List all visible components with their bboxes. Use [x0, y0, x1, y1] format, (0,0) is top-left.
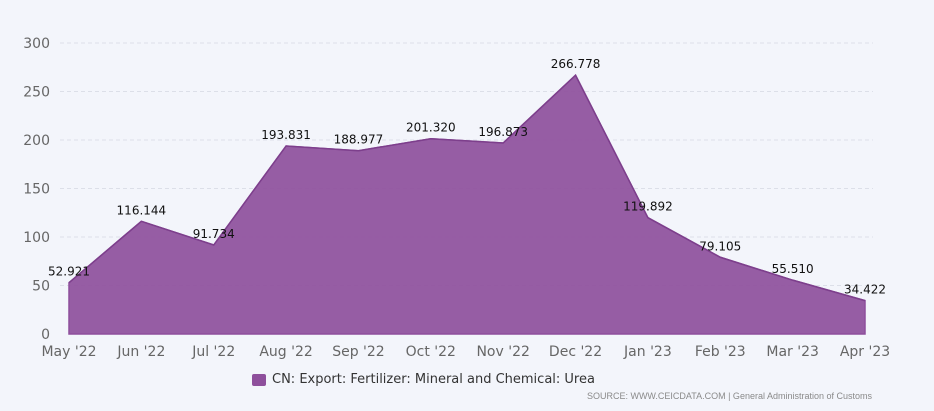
data-label: 193.831 [261, 128, 311, 142]
data-label: 196.873 [478, 125, 528, 139]
legend[interactable]: CN: Export: Fertilizer: Mineral and Chem… [252, 372, 595, 387]
x-tick-label: May '22 [41, 344, 96, 360]
data-label: 266.778 [551, 57, 601, 71]
data-label: 119.892 [623, 200, 673, 214]
y-tick-label: 250 [23, 85, 50, 101]
area-layer [68, 73, 866, 335]
data-label: 52.921 [48, 265, 90, 279]
y-tick-label: 200 [23, 133, 50, 149]
legend-swatch [252, 373, 266, 386]
series-line [68, 73, 866, 302]
data-label: 34.422 [844, 283, 886, 297]
data-label: 79.105 [699, 239, 741, 253]
x-tick-label: Aug '22 [259, 344, 312, 360]
x-tick-label: Oct '22 [406, 344, 456, 360]
x-tick-label: Jun '22 [116, 344, 165, 360]
x-tick-label: Apr '23 [840, 344, 890, 360]
x-tick-label: Nov '22 [476, 344, 529, 360]
data-label: 91.734 [193, 227, 235, 241]
data-label: 55.510 [772, 262, 814, 276]
y-tick-label: 300 [23, 36, 50, 52]
data-label-layer: 52.921 116.144 91.734 193.831 188.977 201.320… [48, 57, 886, 296]
y-tick-label: 50 [32, 279, 50, 295]
x-tick-label: Feb '23 [695, 344, 746, 360]
data-label: 188.977 [334, 133, 384, 147]
legend-label: CN: Export: Fertilizer: Mineral and Chem… [272, 372, 595, 387]
area-series[interactable] [68, 73, 866, 335]
source-note: SOURCE: WWW.CEICDATA.COM | General Admin… [586, 391, 872, 401]
x-tick-label: Sep '22 [332, 344, 385, 360]
y-tick-label: 150 [23, 182, 50, 198]
y-tick-label: 100 [23, 230, 50, 246]
axis-layer: 0 50 100 150 200 250 300 May '22 Jun '22 Jul '22 A… [23, 36, 890, 360]
data-label: 116.144 [117, 203, 167, 217]
x-tick-label: Dec '22 [549, 344, 602, 360]
x-tick-label: Mar '23 [766, 344, 819, 360]
x-tick-label: Jul '22 [191, 344, 235, 360]
y-tick-label: 0 [41, 327, 50, 343]
x-tick-label: Jan '23 [623, 344, 672, 360]
data-label: 201.320 [406, 121, 456, 135]
